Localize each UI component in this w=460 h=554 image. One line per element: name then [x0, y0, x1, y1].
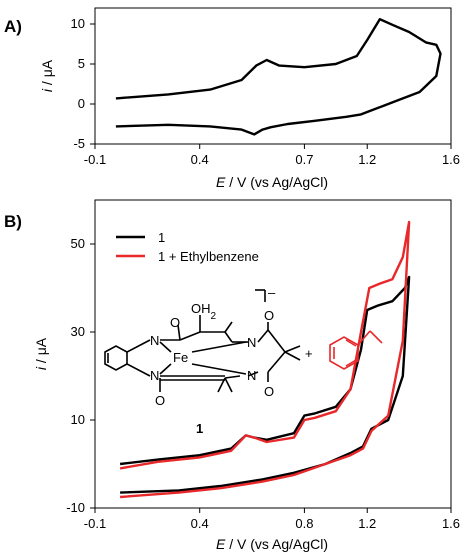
atom-n-top-right: N	[247, 335, 256, 350]
ethylbenzene-inner-bond-3	[345, 339, 357, 347]
panel-b-series	[119, 220, 411, 499]
bond-methyl-bottom-2	[224, 377, 233, 393]
panel-a-x-axis-label: E / V (vs Ag/AgCl)	[216, 174, 328, 190]
panel-a-frame	[94, 7, 452, 145]
atom-o-bottom-right: O	[264, 384, 274, 399]
legend: 1 1 + Ethylbenzene	[116, 230, 259, 264]
bond-methyl-right-1	[284, 345, 301, 353]
bond-n-right-bottom	[247, 371, 259, 377]
panel-b-x-tick-label: 0.4	[191, 516, 209, 531]
bond-methyl-top-2	[224, 331, 233, 343]
compound-number-label: 1	[196, 421, 203, 436]
charge-label: –	[268, 285, 276, 300]
panel-a-x-tick-label: -0.1	[84, 152, 106, 167]
panel-b-frame	[94, 199, 452, 509]
ethylbenzene-inner-bond-2	[345, 359, 357, 367]
bond-right-ring-2	[267, 351, 286, 373]
panel-b-series-line-2	[119, 220, 411, 499]
panel-a-series-line-1	[115, 18, 442, 136]
panel-b-x-axis-label-unit: / V (vs Ag/AgCl)	[225, 536, 328, 552]
panel-b-y-axis-label-symbol: i	[33, 366, 49, 370]
panel-b-x-axis-label-symbol: E	[216, 536, 226, 552]
panel-a-x-tick-label: 1.2	[358, 152, 376, 167]
panel-b-y-axis-label: i / μA	[33, 337, 49, 370]
fe-complex-structure	[104, 289, 301, 393]
panel-b-y-axis-label-unit: / μA	[33, 337, 49, 367]
panel-b-x-tick-label: 1.2	[358, 516, 376, 531]
bond-fe-n-br	[191, 363, 247, 375]
panel-b-label: B)	[4, 212, 22, 231]
panel-a-y-tick-label: 0	[78, 96, 85, 111]
panel-a-label: A)	[4, 17, 22, 36]
fe-complex-labels: N N O OH2 Fe N N O O O – 1 +	[150, 285, 313, 436]
panel-b-x-tick-label: 0.8	[295, 516, 313, 531]
ethylbenzene-structure	[329, 330, 383, 370]
bond-right-co-top	[257, 329, 269, 343]
legend-label-series-2: 1 + Ethylbenzene	[158, 249, 259, 264]
panel-a-y-tick-label: -5	[73, 136, 85, 151]
bond-ring-n-bottom	[126, 363, 151, 377]
ethylbenzene-ring	[329, 336, 359, 370]
panel-b-x-tick-label: -0.1	[84, 516, 106, 531]
ethyl-bond-1	[357, 330, 371, 346]
bond-bottom-right	[224, 375, 241, 379]
ethyl-bond-2	[369, 330, 383, 344]
panel-a-y-axis-label-unit: / μA	[39, 59, 55, 89]
bond-fe-n-bl	[159, 363, 172, 375]
panel-a-y-axis-label-symbol: i	[39, 88, 55, 92]
panel-a-y-tick-label: 10	[71, 16, 85, 31]
panel-a-x-axis-label-symbol: E	[216, 174, 226, 190]
bond-methyl-bottom-1	[217, 377, 226, 393]
panel-b-y-tick-label: 30	[71, 324, 85, 339]
panel-b-y-tick-label: 10	[71, 412, 85, 427]
atom-n-bottom-right: N	[247, 368, 256, 383]
atom-o-bottom-left: O	[155, 393, 165, 408]
bond-methyl-top	[224, 321, 233, 333]
panel-b-y-tick-label: -10	[66, 500, 85, 515]
bond-fe-n-tl	[159, 341, 172, 353]
oh2-label: OH2	[191, 301, 217, 322]
fe-label: Fe	[173, 350, 188, 365]
atom-o-top-left: O	[170, 315, 180, 330]
panel-a-series	[115, 18, 442, 136]
panel-a-y-axis-label: i / μA	[39, 59, 55, 92]
bond-fe-n-tr	[191, 341, 247, 353]
bond-methyl-right-2	[284, 351, 301, 361]
panel-b-y-tick-label: 50	[71, 236, 85, 251]
atom-n-top-left: N	[150, 333, 159, 348]
bond-top-ring	[179, 331, 201, 341]
legend-label-series-1: 1	[158, 230, 165, 245]
bond-right-ring-1	[267, 329, 286, 353]
bond-co-top	[177, 324, 181, 341]
panel-b-x-axis-label: E / V (vs Ag/AgCl)	[216, 536, 328, 552]
oh2-main: OH	[191, 301, 211, 316]
atom-n-bottom-left: N	[150, 368, 159, 383]
panel-a-y-tick-label: 5	[78, 56, 85, 71]
panel-b: B) -0.1 0.4 0.8 1.2 1.6 -10 10 30 50 1 1 + Ethyl…	[4, 199, 460, 552]
panel-a: A) -0.1 0.4 0.7 1.2 1.6 -5 0 5 10 E / V (vs Ag/A…	[4, 7, 460, 190]
panel-a-axis-ticks: -0.1 0.4 0.7 1.2 1.6 -5 0 5 10	[71, 16, 460, 167]
oh2-subscript: 2	[211, 311, 217, 322]
panel-a-x-axis-label-unit: / V (vs Ag/AgCl)	[225, 174, 328, 190]
panel-a-x-tick-label: 1.6	[442, 152, 460, 167]
panel-a-x-tick-label: 0.7	[295, 152, 313, 167]
panel-b-axis-ticks: -0.1 0.4 0.8 1.2 1.6 -10 10 30 50	[66, 236, 460, 531]
atom-o-top-right: O	[264, 308, 274, 323]
panel-a-x-tick-label: 0.4	[191, 152, 209, 167]
plus-sign: +	[305, 346, 313, 361]
panel-b-x-tick-label: 1.6	[442, 516, 460, 531]
bond-ring-n-top	[126, 339, 151, 353]
